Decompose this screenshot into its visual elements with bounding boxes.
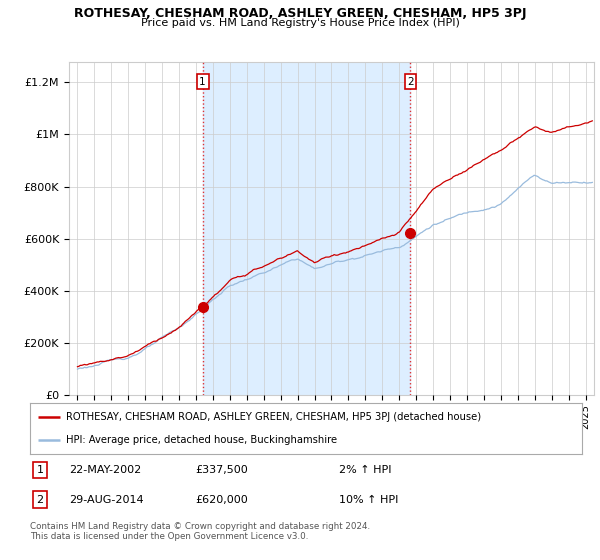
Text: 1: 1 [37,465,43,475]
Text: 1: 1 [199,77,206,87]
Text: £337,500: £337,500 [196,465,248,475]
Text: Price paid vs. HM Land Registry's House Price Index (HPI): Price paid vs. HM Land Registry's House … [140,18,460,29]
Text: £620,000: £620,000 [196,494,248,505]
Text: 29-AUG-2014: 29-AUG-2014 [68,494,143,505]
Text: ROTHESAY, CHESHAM ROAD, ASHLEY GREEN, CHESHAM, HP5 3PJ: ROTHESAY, CHESHAM ROAD, ASHLEY GREEN, CH… [74,7,526,20]
Text: Contains HM Land Registry data © Crown copyright and database right 2024.
This d: Contains HM Land Registry data © Crown c… [30,522,370,542]
Text: 2: 2 [407,77,414,87]
Text: 10% ↑ HPI: 10% ↑ HPI [339,494,398,505]
Bar [203,62,410,395]
Text: ROTHESAY, CHESHAM ROAD, ASHLEY GREEN, CHESHAM, HP5 3PJ (detached house): ROTHESAY, CHESHAM ROAD, ASHLEY GREEN, CH… [66,412,481,422]
Text: 2% ↑ HPI: 2% ↑ HPI [339,465,392,475]
Text: 2: 2 [37,494,43,505]
Text: 22-MAY-2002: 22-MAY-2002 [68,465,141,475]
Text: HPI: Average price, detached house, Buckinghamshire: HPI: Average price, detached house, Buck… [66,435,337,445]
